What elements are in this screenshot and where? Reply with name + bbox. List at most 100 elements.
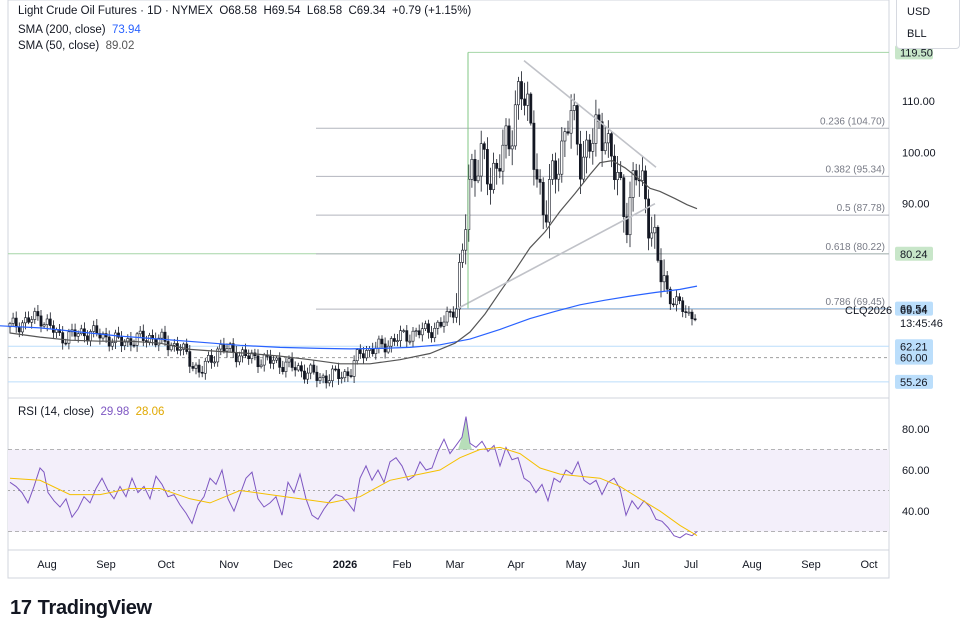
candle-body <box>405 330 409 342</box>
candle-body <box>445 311 449 323</box>
candle-body <box>650 232 654 239</box>
fib-level-label: 0.382 (95.34) <box>826 164 886 175</box>
candle-body <box>482 143 486 150</box>
candle-body <box>538 178 542 183</box>
candle-body <box>228 343 232 349</box>
candle-body <box>312 364 316 373</box>
candle-body <box>330 368 334 381</box>
current-symbol: CLQ2026 <box>845 305 892 317</box>
candle-body <box>268 356 272 364</box>
time-tick-label: Apr <box>507 559 524 571</box>
candle-body <box>616 172 620 181</box>
candle-body <box>532 122 536 170</box>
sma50-value: 89.02 <box>105 40 135 52</box>
fibonacci-retracement[interactable]: 0.236 (104.70) 0.382 (95.34) 0.5 (87.78) 0.… <box>316 116 889 310</box>
candle-body <box>492 162 496 190</box>
candle-body <box>213 361 217 364</box>
candle-body <box>95 325 99 334</box>
candle-body <box>349 375 353 377</box>
candle-body <box>61 332 65 344</box>
candle-body <box>560 140 564 175</box>
candle-body <box>575 105 579 145</box>
price-change: +0.79 (+1.15%) <box>391 5 472 17</box>
candle-body <box>303 370 306 380</box>
unit-label[interactable]: BLL <box>907 28 927 40</box>
time-tick-label: Jun <box>622 559 640 571</box>
candle-body <box>334 368 337 371</box>
time-tick-label: Aug <box>742 559 762 571</box>
rsi-label: RSI (14, close) <box>18 406 95 418</box>
candle-body <box>640 170 644 181</box>
trendline <box>523 59 657 168</box>
time-tick-label: 2026 <box>333 559 357 571</box>
price-label-text: 80.24 <box>900 249 928 261</box>
candle-body <box>114 332 117 343</box>
sma50-legend[interactable]: SMA (50, close) 89.02 <box>18 40 134 52</box>
candle-body <box>287 358 291 363</box>
candle-body <box>315 371 319 381</box>
candle-body <box>380 338 384 345</box>
candle-body <box>141 330 145 341</box>
candle-body <box>361 353 365 359</box>
ohlc-close: C69.34 <box>348 5 386 17</box>
candle-body <box>603 142 607 152</box>
candle-body <box>250 352 254 360</box>
candle-body <box>17 326 21 333</box>
candle-body <box>392 338 396 342</box>
candle-body <box>386 345 390 353</box>
price-label-text: 62.21 <box>900 341 928 353</box>
candle-body <box>327 380 331 384</box>
price-label-text: 60.00 <box>900 353 928 365</box>
candle-body <box>73 329 77 337</box>
candle-body <box>510 145 514 150</box>
candle-body <box>417 330 421 336</box>
candle-body <box>188 351 192 367</box>
candle-body <box>563 131 567 142</box>
candle-body <box>566 131 570 134</box>
rsi-ma-line <box>9 446 698 537</box>
candle-body <box>476 175 480 182</box>
candle-body <box>14 317 18 328</box>
candle-body <box>138 330 142 335</box>
symbol-title[interactable]: Light Crude Oil Futures · 1D · NYMEX <box>18 5 213 17</box>
candle-body <box>172 343 176 346</box>
rsi-value: 29.98 <box>100 406 130 418</box>
candle-body <box>284 361 288 372</box>
candle-body <box>352 360 356 377</box>
candle-body <box>479 143 483 177</box>
candle-body <box>216 348 220 363</box>
rsi-legend[interactable]: RSI (14, close) 29.98 28.06 <box>18 406 164 418</box>
price-label-box <box>895 350 933 365</box>
candle-body <box>238 355 241 363</box>
candle-body <box>470 159 474 180</box>
candle-body <box>557 173 561 180</box>
candle-body <box>498 168 502 172</box>
candle-body <box>346 371 350 376</box>
sma50-line <box>9 159 698 365</box>
candle-body <box>64 342 68 345</box>
candle-body <box>423 323 427 329</box>
current-price: 69.34 <box>900 305 928 317</box>
candle-body <box>210 355 213 363</box>
candle-body <box>117 332 120 338</box>
candle-body <box>454 308 458 318</box>
candle-body <box>427 323 430 333</box>
price-tick-label: 90.00 <box>902 199 930 211</box>
candle-body <box>693 318 697 321</box>
candle-body <box>547 179 551 223</box>
sma200-legend[interactable]: SMA (200, close) 73.94 <box>18 24 141 36</box>
trendline-drawings[interactable] <box>457 52 657 310</box>
fib-level-label: 0.786 (69.45) <box>826 297 886 308</box>
candle-body <box>439 321 443 327</box>
currency-label[interactable]: USD <box>907 6 931 18</box>
candle-body <box>473 159 477 182</box>
tradingview-logo[interactable]: 17 TradingView <box>10 597 152 620</box>
candle-body <box>411 330 415 342</box>
candle-body <box>36 311 40 317</box>
candle-body <box>489 183 492 190</box>
candle-body <box>306 372 310 380</box>
price-label-box <box>895 339 933 354</box>
unit-selector[interactable]: USD BLL <box>896 0 960 49</box>
candle-body <box>278 357 282 368</box>
